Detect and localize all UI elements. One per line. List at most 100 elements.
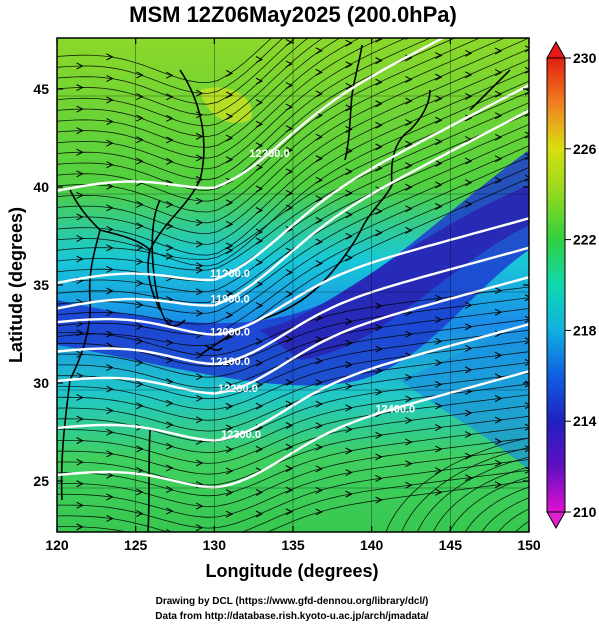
streamline-arrow xyxy=(464,71,473,79)
streamline-arrow xyxy=(375,345,383,353)
colorbar-tick-label: 222 xyxy=(573,232,597,248)
streamline-arrow xyxy=(405,162,413,170)
streamline-arrow xyxy=(255,228,264,236)
streamline-arrow xyxy=(345,382,353,390)
streamline-arrow xyxy=(464,344,473,352)
streamline-arrow xyxy=(525,3,531,9)
streamline-arrow xyxy=(225,381,234,389)
streamline-arrow xyxy=(106,515,114,522)
streamline-arrow xyxy=(524,66,529,74)
streamline-arrow xyxy=(76,213,84,221)
streamline-arrow xyxy=(315,422,323,430)
streamline-arrow xyxy=(524,88,529,96)
streamline-arrow xyxy=(166,529,173,532)
streamline-arrow xyxy=(255,207,264,214)
streamline-arrow xyxy=(106,182,114,190)
contour-label: 12100.0 xyxy=(210,356,250,368)
streamline-arrow xyxy=(285,335,293,343)
streamline-arrow xyxy=(255,185,264,193)
streamline-arrow xyxy=(345,189,353,197)
streamline-arrow xyxy=(76,170,84,178)
streamline-arrow xyxy=(345,361,353,369)
streamline-arrow xyxy=(225,199,234,207)
streamline-arrow xyxy=(136,402,144,410)
streamline-arrow xyxy=(255,381,264,389)
plot-area: 12?00.0 11?00.0 11900.0 12000.0 12100.0 12200… xyxy=(57,3,599,554)
y-axis-ticks: 25 30 35 40 45 xyxy=(33,81,529,489)
streamline-arrow xyxy=(225,242,234,250)
streamline-arrow xyxy=(315,176,323,184)
streamline-arrow xyxy=(315,465,323,473)
streamline-arrow xyxy=(76,350,84,358)
streamline-arrow xyxy=(136,200,144,208)
streamline-arrow xyxy=(524,153,529,161)
x-tick-label: 130 xyxy=(203,537,227,553)
streamline-arrow xyxy=(255,445,264,453)
streamline-curved xyxy=(550,530,599,554)
streamline-arrow xyxy=(375,207,383,215)
streamline-arrow xyxy=(255,402,264,410)
streamline-arrow xyxy=(225,402,234,410)
colorbar-tick-label: 214 xyxy=(573,413,597,429)
streamline-arrow xyxy=(435,116,443,124)
credit-dcl: Drawing by DCL (https://www.gfd-dennou.o… xyxy=(156,596,429,607)
streamline-arrow xyxy=(285,422,293,429)
streamline-arrow xyxy=(106,161,114,169)
streamline-arrow xyxy=(315,238,323,246)
streamline-arrow xyxy=(494,47,503,55)
streamline-arrow xyxy=(166,71,174,79)
streamline-arrow xyxy=(225,489,234,497)
streamline-arrow xyxy=(494,438,503,446)
streamline-arrow xyxy=(195,132,204,140)
colorbar-tick-label: 210 xyxy=(573,504,597,520)
y-axis-label: Latitude (degrees) xyxy=(6,207,26,363)
streamline-arrow xyxy=(285,60,293,68)
streamline-arrow xyxy=(76,127,84,135)
streamline-arrow xyxy=(255,163,264,171)
x-tick-label: 145 xyxy=(439,537,463,553)
streamline-arrow xyxy=(106,74,114,82)
streamline-arrow xyxy=(166,399,174,407)
streamline-arrow xyxy=(136,488,144,496)
streamline-arrow xyxy=(136,322,144,330)
contour-label: 12300.0 xyxy=(221,429,261,441)
streamline-arrow xyxy=(106,428,114,436)
streamline-arrow xyxy=(405,330,413,338)
streamline-arrow xyxy=(464,387,473,395)
streamline-arrow xyxy=(166,244,174,252)
colorbar-tick-label: 230 xyxy=(573,50,597,66)
streamline-arrow xyxy=(524,45,529,53)
streamline-arrow xyxy=(464,323,473,331)
streamline-arrow xyxy=(225,510,234,518)
streamline-arrow xyxy=(195,459,204,467)
x-tick-label: 135 xyxy=(281,537,305,553)
streamline-arrow xyxy=(405,97,413,105)
streamline-arrow xyxy=(464,431,473,439)
streamline-arrow xyxy=(435,31,441,37)
streamline-arrow xyxy=(375,38,383,43)
streamline-arrow xyxy=(225,220,234,228)
streamline-arrow xyxy=(315,508,323,516)
streamline-arrow xyxy=(285,38,293,46)
streamline-arrow xyxy=(225,467,234,475)
colorbar-bottom-arrow xyxy=(546,511,566,530)
streamline-arrow xyxy=(435,402,443,410)
streamline-arrow xyxy=(195,524,204,532)
streamline-arrow xyxy=(255,259,264,267)
streamline-arrow xyxy=(76,394,84,401)
streamline-arrow xyxy=(255,359,264,367)
streamline-arrow xyxy=(76,148,84,156)
colorbar-ticks: 210 214 218 222 226 230 xyxy=(565,50,597,520)
streamline-arrow xyxy=(435,445,443,453)
streamline-arrow xyxy=(315,216,323,224)
streamline-arrow xyxy=(255,142,264,150)
streamline-arrow xyxy=(166,136,174,144)
streamline-arrow xyxy=(225,424,234,432)
streamline-arrow xyxy=(524,337,529,345)
streamline-arrow xyxy=(255,99,264,107)
streamline-arrow xyxy=(76,458,84,466)
streamline-arrow xyxy=(315,133,323,141)
streamline-arrow xyxy=(285,269,293,277)
streamline-arrow xyxy=(166,486,174,493)
streamline-arrow xyxy=(315,486,323,494)
